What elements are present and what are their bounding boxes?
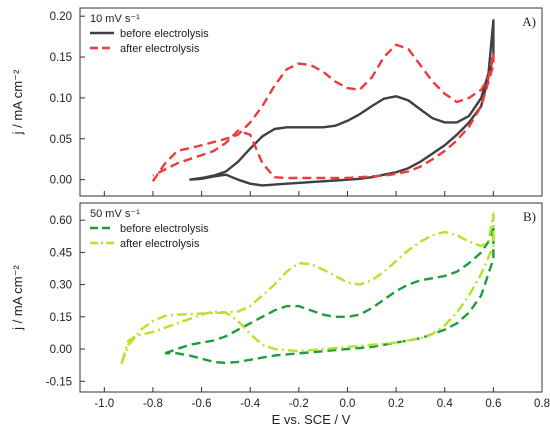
y-tick-label: 0.15	[50, 312, 72, 324]
y-tick-label: -0.15	[46, 376, 72, 388]
y-tick-label: 0.00	[50, 175, 72, 187]
x-tick-label: 0.2	[388, 398, 404, 410]
y-tick-label: 0.20	[50, 11, 72, 23]
legend-label: before electrolysis	[120, 28, 209, 40]
y-tick-label: 0.00	[50, 344, 72, 356]
x-tick-label: -0.8	[143, 398, 163, 410]
x-tick-label: -0.6	[192, 398, 212, 410]
y-tick-label: 0.05	[50, 134, 72, 146]
y-axis-title: j / mA cm⁻²	[10, 265, 25, 331]
y-tick-label: 0.60	[50, 215, 72, 227]
legend-label: before electrolysis	[120, 223, 209, 235]
scan-rate-label: 10 mV s⁻¹	[90, 13, 140, 25]
series-line-before	[189, 19, 495, 187]
legend-label: after electrolysis	[120, 238, 200, 250]
x-tick-label: 0.0	[339, 398, 355, 410]
y-tick-label: 0.15	[50, 52, 72, 64]
x-tick-label: 0.6	[485, 398, 501, 410]
legend-label: after electrolysis	[120, 43, 200, 55]
x-tick-label: -0.2	[289, 398, 309, 410]
x-tick-label: -0.4	[240, 398, 260, 410]
y-tick-label: 0.10	[50, 93, 72, 105]
plot-frame-0	[79, 7, 543, 197]
x-axis-title: E vs. SCE / V	[272, 412, 351, 427]
scan-rate-label: 50 mV s⁻¹	[90, 208, 140, 220]
panel-label: A)	[522, 14, 536, 29]
y-axis-title: j / mA cm⁻²	[10, 69, 25, 135]
series-line-after	[120, 212, 495, 365]
panel-label: B)	[523, 209, 536, 224]
plot-frame-1	[79, 202, 543, 393]
series-line-before	[164, 227, 495, 365]
y-tick-label: 0.30	[50, 280, 72, 292]
x-tick-label: 0.8	[534, 398, 550, 410]
x-tick-label: 0.4	[437, 398, 454, 410]
y-tick-label: 0.45	[50, 247, 72, 259]
series-line-after	[151, 43, 495, 182]
x-tick-label: -1.0	[94, 398, 114, 410]
